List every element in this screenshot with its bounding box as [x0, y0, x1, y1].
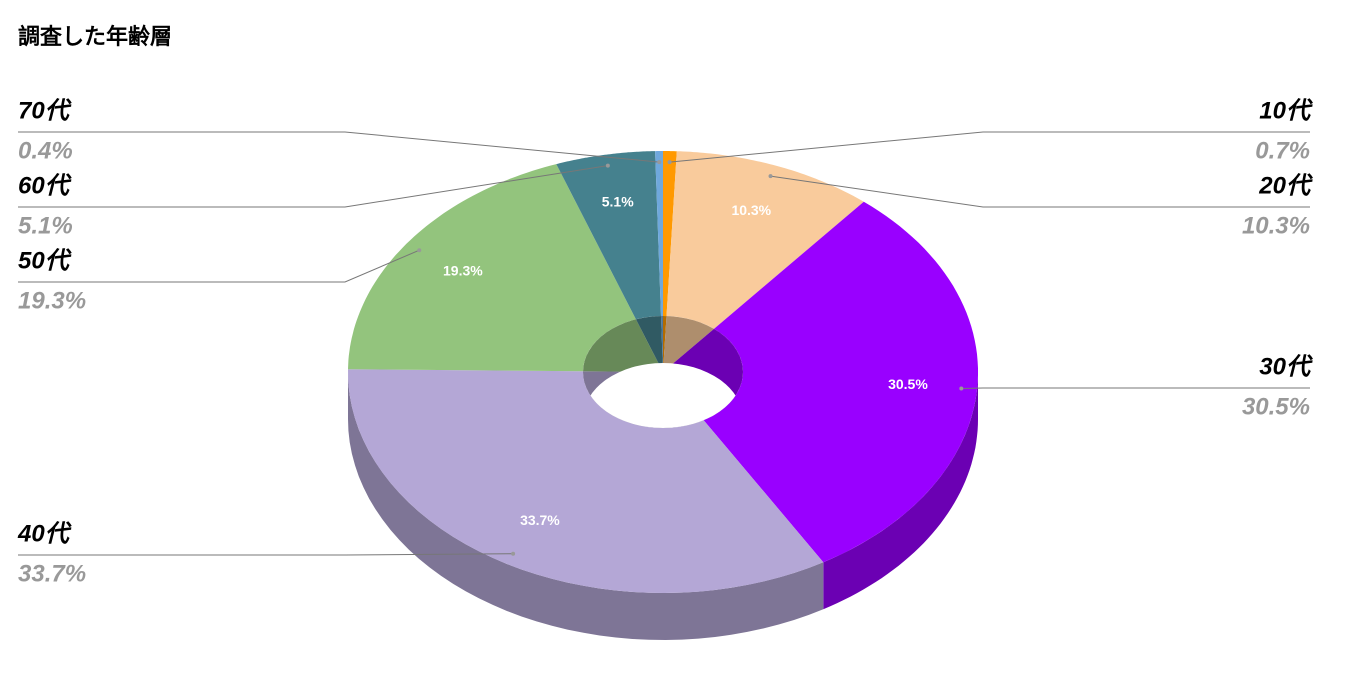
- legend-label: 70代: [18, 97, 72, 124]
- slice-label: 30.5%: [888, 376, 928, 392]
- legend-value: 5.1%: [18, 212, 73, 239]
- hole-opening: [583, 363, 743, 428]
- inner-wall: [663, 316, 670, 372]
- slice-label: 10.3%: [731, 202, 771, 218]
- slice-label: 33.7%: [520, 512, 560, 528]
- slice-label: 19.3%: [443, 263, 483, 279]
- leader-dot: [657, 160, 662, 165]
- legend-value: 10.3%: [1242, 212, 1310, 239]
- legend-value: 0.7%: [1255, 137, 1310, 164]
- slice-side: [348, 372, 824, 640]
- leader-dot: [667, 160, 672, 165]
- legend-value: 19.3%: [18, 287, 86, 314]
- slice: [655, 151, 663, 316]
- slice-label: 5.1%: [602, 193, 634, 209]
- inner-wall: [608, 316, 663, 372]
- legend-value: 0.4%: [18, 137, 73, 164]
- legend-label: 20代: [1258, 172, 1313, 199]
- legend-label: 40代: [17, 520, 72, 547]
- leader-line: [961, 387, 1310, 389]
- legend-value: 33.7%: [18, 560, 86, 587]
- slice: [348, 369, 824, 593]
- leader-dot: [605, 163, 610, 168]
- legend-label: 50代: [18, 247, 72, 274]
- chart-title: 調査した年齢層: [18, 24, 172, 49]
- leader-line: [669, 131, 1310, 163]
- leader-dot: [768, 174, 773, 179]
- slice: [348, 164, 636, 372]
- leader-line: [18, 553, 514, 556]
- slice: [703, 201, 978, 563]
- slice: [666, 151, 864, 329]
- leader-dot: [511, 551, 516, 556]
- leader-line: [770, 175, 1310, 208]
- legend-label: 30代: [1259, 353, 1313, 380]
- slice-side: [823, 372, 978, 610]
- slice: [556, 151, 661, 320]
- leader-dot: [417, 248, 422, 253]
- legend-label: 10代: [1259, 97, 1313, 124]
- legend-value: 30.5%: [1242, 393, 1310, 420]
- inner-wall: [659, 316, 663, 372]
- legend-label: 60代: [18, 172, 72, 199]
- leader-line: [18, 165, 608, 208]
- inner-wall: [583, 316, 663, 372]
- leader-dot: [959, 386, 964, 391]
- slice: [663, 151, 677, 317]
- leader-line: [18, 131, 660, 163]
- leader-line: [18, 249, 420, 283]
